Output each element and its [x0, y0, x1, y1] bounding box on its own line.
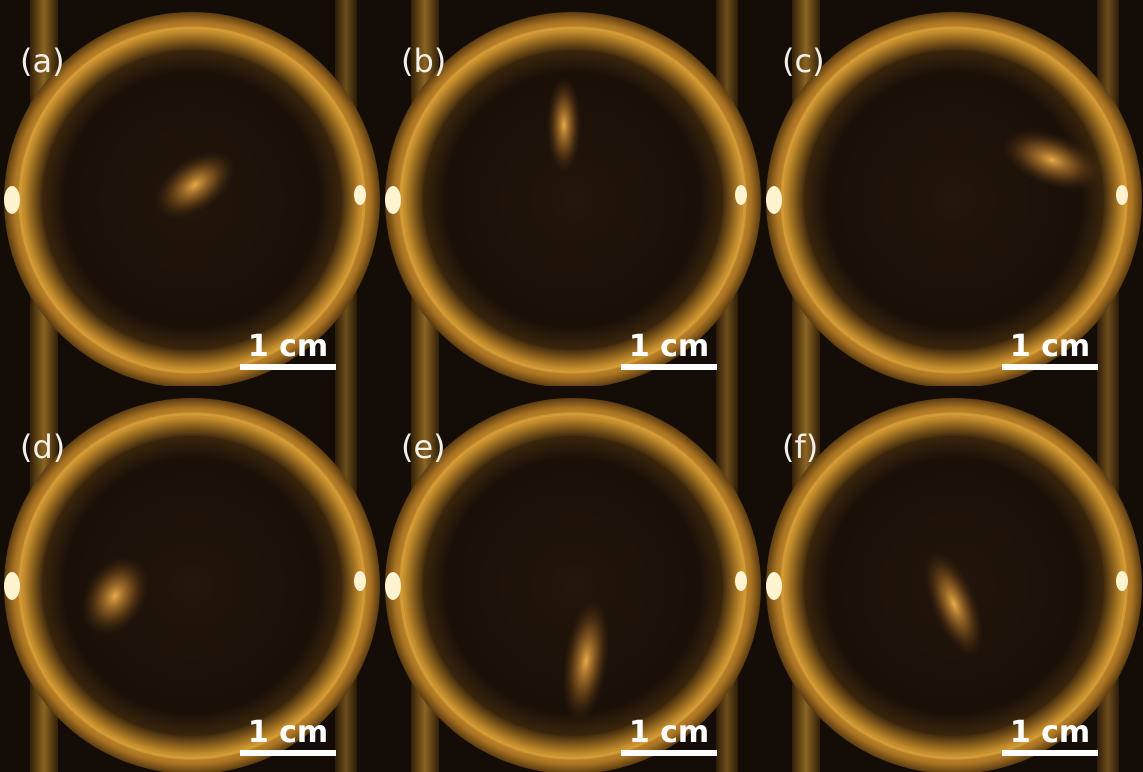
scale-bar	[1002, 750, 1098, 756]
highlight	[4, 186, 20, 214]
scale-bar	[621, 364, 717, 370]
scale-bar-label: 1 cm	[1010, 715, 1090, 750]
highlight	[4, 572, 20, 600]
panel: (f) 1 cm	[762, 386, 1143, 772]
panel-label: (b)	[401, 42, 446, 80]
highlight	[385, 572, 401, 600]
dish-inner	[804, 50, 1104, 350]
panel: (e) 1 cm	[381, 386, 762, 772]
panel: (a) 1 cm	[0, 0, 381, 388]
highlight	[354, 185, 366, 205]
panel-label: (f)	[782, 428, 818, 466]
highlight	[385, 186, 401, 214]
scale-bar-label: 1 cm	[248, 329, 328, 364]
highlight	[1116, 185, 1128, 205]
scale-bar-label: 1 cm	[248, 715, 328, 750]
panel-label: (a)	[20, 42, 65, 80]
scale-bar-label: 1 cm	[1010, 329, 1090, 364]
panel: (b) 1 cm	[381, 0, 762, 388]
highlight	[766, 186, 782, 214]
panel-label: (e)	[401, 428, 446, 466]
panel: (d) 1 cm	[0, 386, 381, 772]
scale-bar	[240, 750, 336, 756]
figure: (a) 1 cm (b) 1 cm (c) 1 cm (d) 1 cm (e) 1 cm (f) 1 …	[0, 0, 1143, 772]
panel: (c) 1 cm	[762, 0, 1143, 388]
scale-bar	[240, 364, 336, 370]
highlight	[735, 571, 747, 591]
highlight	[354, 571, 366, 591]
panel-label: (d)	[20, 428, 65, 466]
highlight	[1116, 571, 1128, 591]
highlight	[735, 185, 747, 205]
scale-bar	[621, 750, 717, 756]
highlight	[766, 572, 782, 600]
glow	[547, 77, 581, 173]
scale-bar-label: 1 cm	[629, 329, 709, 364]
panel-label: (c)	[782, 42, 825, 80]
scale-bar	[1002, 364, 1098, 370]
scale-bar-label: 1 cm	[629, 715, 709, 750]
